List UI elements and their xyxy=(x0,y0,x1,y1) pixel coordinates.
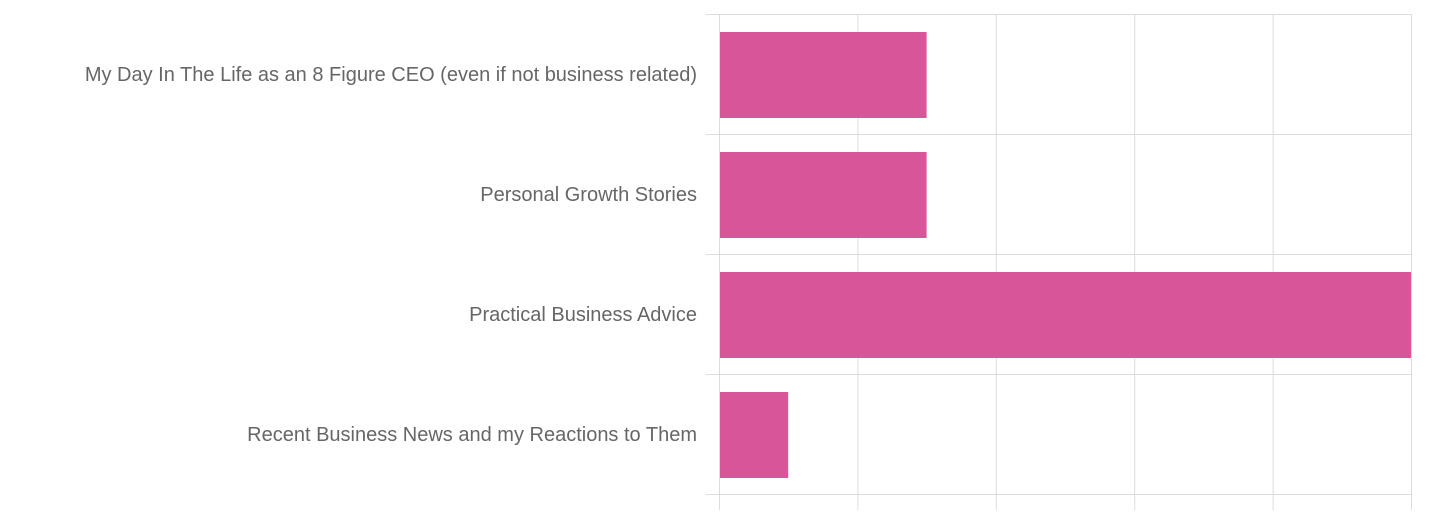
category-label: My Day In The Life as an 8 Figure CEO (e… xyxy=(85,64,697,86)
category-labels: My Day In The Life as an 8 Figure CEO (e… xyxy=(85,64,697,446)
category-label: Personal Growth Stories xyxy=(480,184,697,206)
bars xyxy=(720,32,1411,478)
category-label: Practical Business Advice xyxy=(469,304,697,326)
bar xyxy=(720,32,927,118)
bar xyxy=(720,392,789,478)
bar xyxy=(720,272,1411,358)
category-label: Recent Business News and my Reactions to… xyxy=(247,424,697,446)
bar xyxy=(720,152,927,238)
